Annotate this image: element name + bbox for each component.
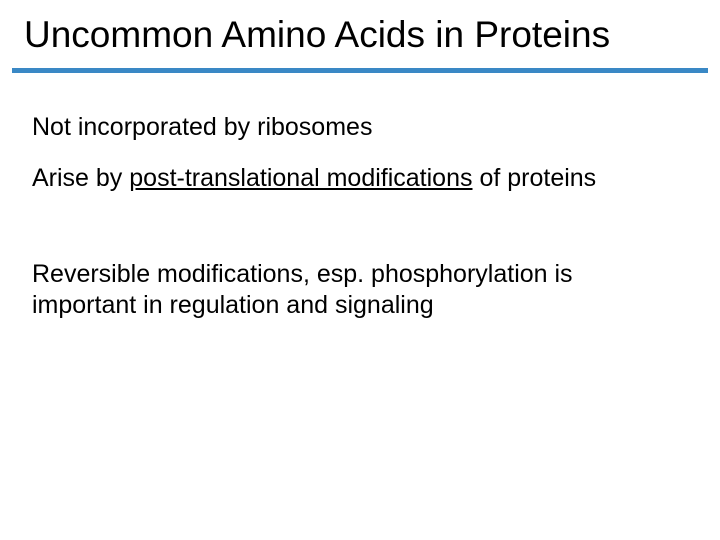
- paragraph-2-post: of proteins: [473, 164, 597, 192]
- slide-title: Uncommon Amino Acids in Proteins: [24, 14, 696, 56]
- paragraph-3: Reversible modifications, esp. phosphory…: [32, 259, 660, 320]
- paragraph-2: Arise by post-translational modification…: [32, 163, 660, 194]
- title-underline-rule: [12, 68, 708, 73]
- paragraph-1: Not incorporated by ribosomes: [32, 112, 660, 143]
- slide-body: Not incorporated by ribosomes Arise by p…: [32, 112, 660, 340]
- slide: Uncommon Amino Acids in Proteins Not inc…: [0, 0, 720, 540]
- paragraph-2-pre: Arise by: [32, 164, 129, 192]
- paragraph-2-underlined: post-translational modifications: [129, 164, 472, 192]
- spacer: [32, 213, 660, 259]
